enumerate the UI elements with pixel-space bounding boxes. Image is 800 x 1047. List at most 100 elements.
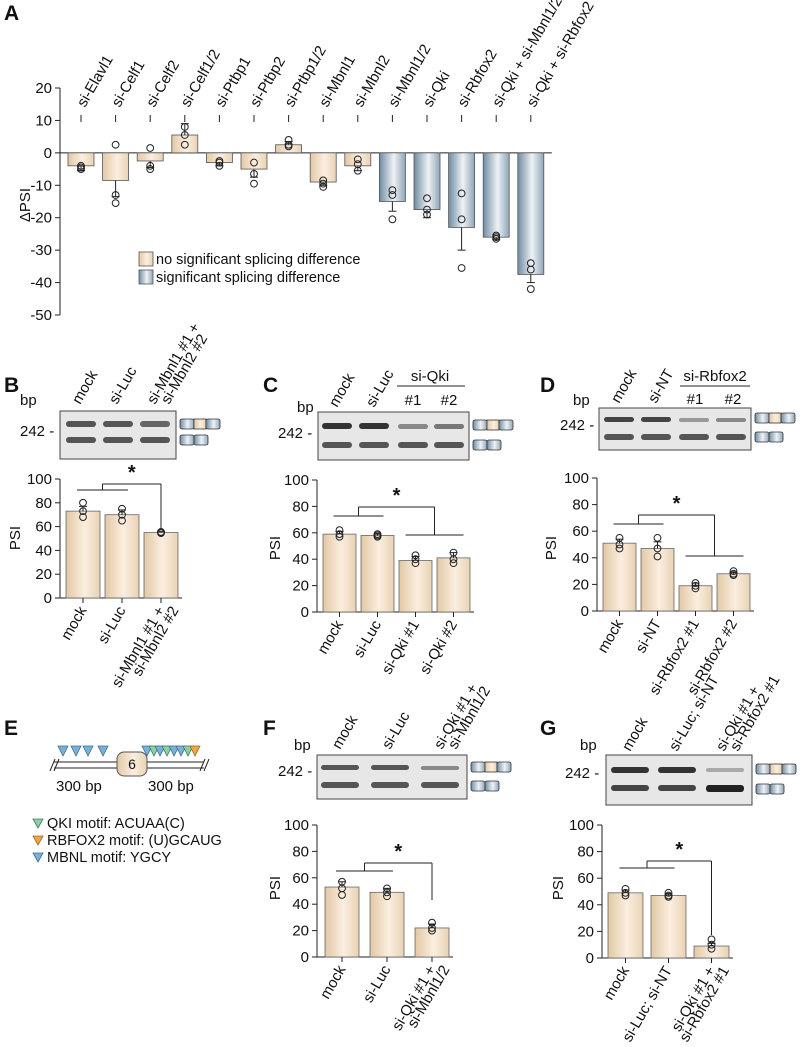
panel-a-data-point [492, 234, 501, 243]
panel-c-lane-num-2: #2 [441, 392, 458, 409]
exon-icon [755, 783, 771, 795]
panel-a-data-point [250, 170, 258, 178]
panel-a-data-point [215, 161, 224, 170]
panel-d-lane-label: mock [608, 366, 641, 406]
panel-c-y-tick-label: 0 [301, 604, 309, 621]
panel-b-lane-label: mock [69, 367, 102, 407]
panel-d-marker-label: 242 - [560, 417, 594, 434]
panel-a-data-point [526, 285, 535, 293]
mbnl-motif-icon [168, 745, 180, 757]
panel-g-y-tick-label: 60 [577, 870, 594, 887]
panel-a-bar [344, 152, 372, 167]
panel-a-data-point [146, 165, 155, 173]
panel-b-bp-label: bp [20, 392, 37, 409]
panel-d-y-tick-label: 100 [564, 470, 589, 487]
qki-motif-icon [182, 745, 194, 757]
panel-d: bp 242 - si-Rbfox2 #1 #2 mock si-NT PSI 0… [543, 366, 796, 698]
mbnl-motif-icon [175, 745, 187, 757]
panel-g-lane-label: mock [619, 714, 652, 754]
panel-a-data-point [180, 131, 189, 139]
intron-break-right [199, 758, 206, 772]
panel-a-y-tick-label: -20 [30, 210, 52, 227]
panel-f-band [371, 782, 409, 788]
panel-f-y-tick-label: 80 [292, 843, 309, 860]
panel-a-data-point [146, 144, 155, 152]
panel-b-y-tick-label: 100 [27, 471, 52, 488]
panel-f: bp 242 - mock si-Luc si-Qki #1 +si-Mbnl1/2… [267, 681, 512, 1033]
panel-a-data-point [457, 264, 466, 272]
panel-b-band [140, 437, 170, 443]
panel-b-band [66, 437, 96, 443]
panel-c-data-point [411, 551, 420, 560]
panel-a-data-point [353, 155, 362, 164]
mbnl-motif-label: MBNL motif: YGCY [47, 850, 171, 866]
exon-icon [769, 763, 783, 775]
panel-a-ylabel: ΔPSI [17, 188, 34, 222]
panel-b-data-point [157, 529, 165, 538]
panel-d-group-label: si-Rbfox2 [683, 368, 746, 385]
panel-b-bar [143, 532, 179, 599]
panel-a-data-point [250, 179, 258, 188]
panel-a-data-point [423, 194, 431, 203]
panel-c-bar [322, 533, 357, 613]
panel-c-bar [398, 560, 433, 613]
panel-a-data-point [180, 123, 189, 131]
panel-d-data-point [653, 533, 662, 542]
panel-d-band [679, 434, 709, 440]
exon-icon [472, 439, 488, 451]
panel-f-band [321, 765, 359, 770]
exon-icon [768, 412, 782, 424]
exon-icon [193, 418, 207, 430]
panel-b-category-label: si-Luc [95, 603, 130, 647]
mbnl-motif-icon [154, 745, 166, 757]
qki-motif-icon [32, 818, 44, 829]
panel-f-isoform-icons [470, 761, 512, 792]
panel-a-legend: no significant splicing difference signi… [138, 251, 360, 286]
panel-d-data-point [729, 571, 738, 579]
panel-d-y-tick-label: 80 [572, 497, 589, 514]
panel-c-isoform-icons [472, 419, 514, 451]
panel-f-marker-label: 242 - [278, 763, 312, 780]
panel-a-y-tick-label: -10 [30, 177, 52, 194]
exon-icon [496, 761, 512, 773]
panel-b-category-label: mock [58, 603, 91, 643]
panel-c-lane-labels: mock si-Luc [326, 366, 398, 410]
panel-d-sig-star: * [673, 493, 681, 515]
panel-d-data-point [653, 544, 662, 553]
panel-a-data-point [215, 158, 224, 167]
legend-sig-label: significant splicing difference [156, 270, 340, 286]
panel-c-data-point [335, 530, 344, 539]
panel-label-c: C [263, 374, 278, 397]
exon-icon [486, 439, 502, 451]
panel-b-marker-label: 242 - [20, 423, 54, 440]
panel-b-band [140, 421, 170, 427]
panel-b-data-point [79, 513, 87, 521]
panel-a-data-point [423, 210, 431, 219]
panel-a-bar [517, 152, 545, 275]
panel-a-y-tick-label: 10 [35, 112, 52, 129]
panel-a-data-point [319, 183, 328, 191]
exon-icon [179, 434, 195, 446]
exon-icon [484, 761, 498, 773]
downstream-length: 300 bp [148, 778, 194, 795]
panel-c-y-tick-label: 40 [292, 551, 309, 568]
panel-c-band [434, 424, 464, 429]
rbfox2-motif-icon [32, 835, 44, 846]
panel-a-chart: ΔPSI 20100-10-20-30-40-50si-Elavl1si-Cel… [17, 0, 598, 324]
panel-c-data-point [449, 555, 458, 564]
panel-d-isoform-icons [754, 412, 796, 443]
mbnl-motif-icon [57, 745, 69, 757]
exon-icon [472, 419, 488, 431]
panel-a-data-point [111, 140, 120, 149]
panel-d-data-point [653, 552, 662, 561]
panel-f-data-point [383, 884, 391, 893]
panel-c-lane-label: mock [326, 370, 359, 410]
panel-c-band [359, 442, 389, 448]
panel-d-band [716, 418, 746, 422]
panel-b-y-tick-label: 0 [44, 590, 52, 607]
